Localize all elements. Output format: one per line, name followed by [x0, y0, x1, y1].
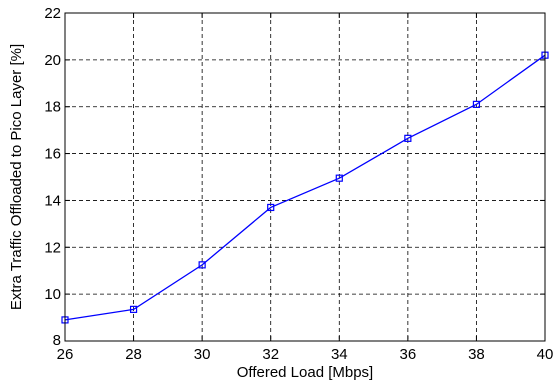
tick-labels: 26 28 30 32 34 36 38 40 8 10 12 14 16 18 20 22 [44, 5, 553, 363]
grid-lines [65, 13, 545, 341]
x-axis-label: Offered Load [Mbps] [237, 364, 373, 381]
y-tick-label: 8 [53, 332, 61, 349]
y-tick-label: 10 [44, 286, 61, 303]
y-tick-label: 16 [44, 146, 61, 163]
data-point-marker [335, 174, 343, 182]
x-tick-label: 34 [331, 346, 348, 363]
y-axis-label: Extra Traffic Offloaded to Pico Layer [%… [8, 44, 25, 310]
data-point-marker [267, 203, 275, 212]
x-tick-label: 32 [262, 346, 279, 363]
data-point-marker [129, 305, 138, 313]
x-tick-label: 30 [194, 346, 211, 363]
series-layer [61, 51, 549, 324]
y-tick-label: 12 [44, 239, 61, 256]
data-point-marker [198, 261, 206, 269]
y-tick-label: 18 [44, 99, 61, 116]
data-point-marker [404, 134, 412, 142]
x-tick-label: 26 [57, 346, 74, 363]
series-line [64, 54, 546, 321]
y-tick-label: 20 [44, 52, 61, 69]
plot-background [65, 13, 545, 341]
x-tick-label: 36 [400, 346, 417, 363]
y-tick-label: 14 [44, 192, 61, 209]
x-tick-label: 38 [468, 346, 485, 363]
y-tick-label: 22 [44, 5, 61, 22]
x-tick-label: 28 [125, 346, 142, 363]
x-tick-label: 40 [537, 346, 554, 363]
plot-frame [64, 12, 546, 342]
data-point-marker [472, 100, 481, 108]
